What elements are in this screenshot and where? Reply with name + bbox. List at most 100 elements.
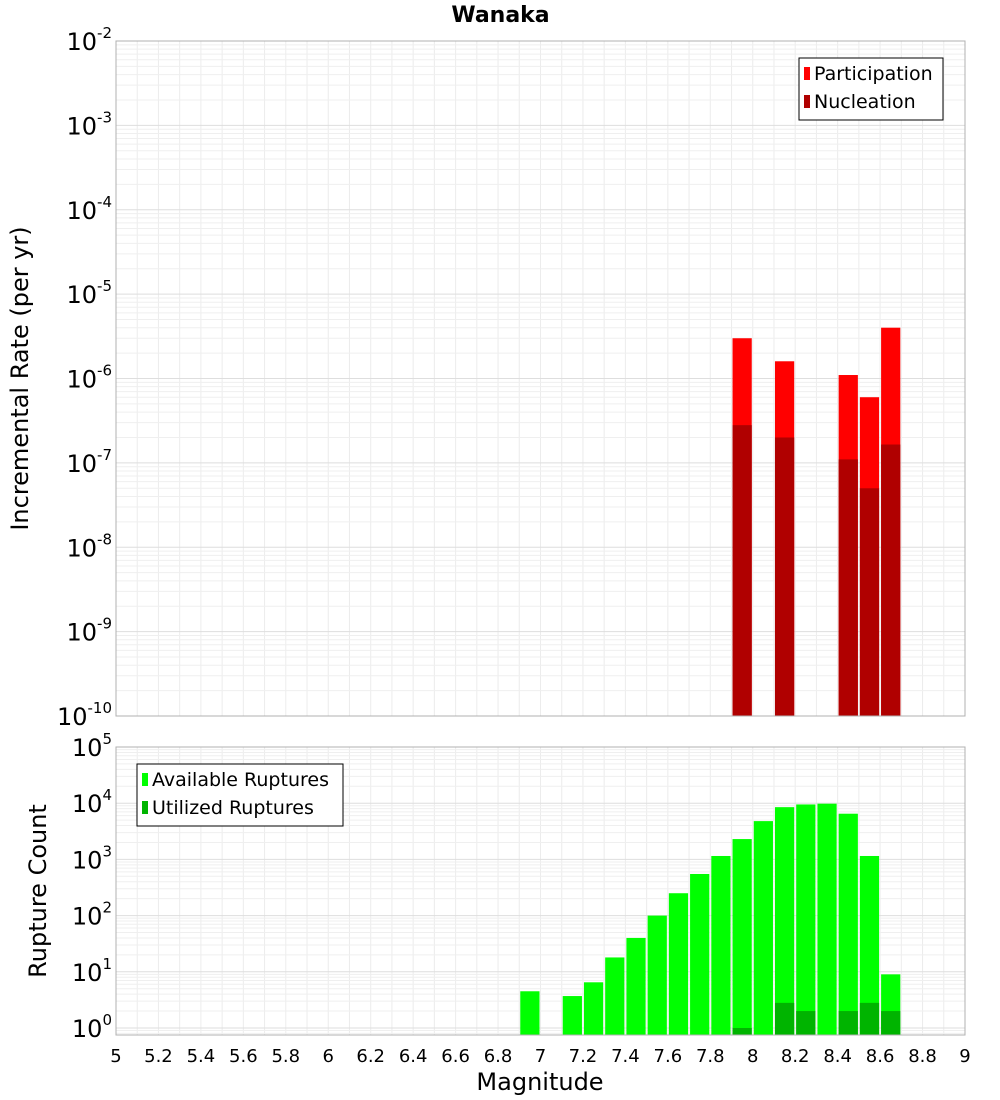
- y-tick-label: 10-7: [66, 446, 112, 478]
- y-tick-exponent: -2: [97, 24, 112, 42]
- y-tick-exponent: 5: [102, 730, 112, 748]
- legend-box: [798, 57, 944, 121]
- x-tick-label: 6.4: [399, 1046, 428, 1067]
- x-tick-label: 6: [323, 1046, 334, 1067]
- bar-count-series-0: [732, 839, 752, 1035]
- legend-swatch: [142, 801, 148, 814]
- x-tick-label: 7.6: [654, 1046, 683, 1067]
- bar-count-series-1: [859, 1002, 880, 1035]
- y-tick-base: 10: [57, 703, 88, 731]
- bar-count-series-0: [859, 855, 880, 1035]
- bar-count-series-1: [881, 1011, 901, 1035]
- y-tick-exponent: -10: [88, 699, 113, 717]
- bar-count-series-0: [520, 991, 540, 1035]
- legend-label: Available Ruptures: [152, 769, 329, 791]
- bar-count-series-0: [838, 813, 858, 1035]
- y-tick-exponent: -7: [97, 446, 112, 464]
- y-tick-exponent: 3: [102, 842, 112, 860]
- bar-count-series-0: [774, 807, 795, 1035]
- x-tick-label: 6.2: [356, 1046, 385, 1067]
- y-tick-label: 10-2: [66, 24, 112, 56]
- y-tick-exponent: -5: [97, 277, 112, 295]
- bar-rate-series-1: [838, 459, 858, 716]
- y-tick-exponent: -4: [97, 193, 112, 211]
- x-tick-label: 7.4: [611, 1046, 640, 1067]
- legend-swatch: [804, 67, 810, 80]
- legend-label: Nucleation: [814, 91, 916, 113]
- x-tick-label: 5: [110, 1046, 121, 1067]
- x-tick-label: 8.6: [866, 1046, 895, 1067]
- x-tick-label: 5.2: [144, 1046, 173, 1067]
- y-tick-exponent: 4: [102, 786, 112, 804]
- x-tick-label: 5.6: [229, 1046, 258, 1067]
- y-tick-label: 100: [72, 1011, 112, 1043]
- bar-count-series-1: [732, 1027, 752, 1035]
- bar-count-series-1: [796, 1011, 816, 1035]
- chart-title: Wanaka: [451, 3, 549, 28]
- y-tick-base: 10: [72, 903, 103, 931]
- bar-count-series-1: [774, 1002, 795, 1035]
- bar-count-series-0: [562, 996, 582, 1035]
- bar-count-series-0: [690, 873, 710, 1035]
- y-tick-label: 103: [72, 842, 112, 874]
- y-tick-label: 104: [72, 786, 112, 818]
- bar-count-series-0: [583, 982, 604, 1035]
- bar-count-series-0: [626, 937, 646, 1035]
- y-tick-base: 10: [72, 846, 103, 874]
- x-tick-label: 5.8: [271, 1046, 300, 1067]
- bar-count-series-0: [668, 893, 689, 1035]
- bar-count-series-0: [817, 803, 837, 1035]
- y-tick-base: 10: [66, 197, 97, 225]
- y-tick-base: 10: [66, 534, 97, 562]
- bar-count-series-0: [753, 821, 773, 1035]
- bar-count-series-0: [711, 855, 731, 1035]
- x-tick-label: 7.2: [569, 1046, 598, 1067]
- x-tick-label: 7.8: [696, 1046, 725, 1067]
- bar-count-series-0: [647, 915, 667, 1035]
- y-tick-exponent: -8: [97, 530, 112, 548]
- y-axis-label: Incremental Rate (per yr): [6, 226, 34, 530]
- y-tick-base: 10: [66, 619, 97, 647]
- y-tick-exponent: 0: [102, 1011, 112, 1029]
- bar-rate-series-1: [881, 444, 901, 716]
- y-tick-label: 10-6: [66, 362, 112, 394]
- bar-rate-series-1: [859, 488, 880, 716]
- y-tick-exponent: -3: [97, 108, 112, 126]
- legend-swatch: [804, 95, 810, 108]
- x-tick-label: 8.8: [908, 1046, 937, 1067]
- bar-count-series-0: [796, 804, 816, 1035]
- y-tick-label: 10-4: [66, 193, 112, 225]
- y-tick-label: 105: [72, 730, 112, 762]
- y-tick-exponent: 2: [102, 899, 112, 917]
- plot-border: [115, 40, 966, 717]
- x-tick-label: 5.4: [187, 1046, 216, 1067]
- x-tick-label: 7: [535, 1046, 546, 1067]
- y-tick-label: 10-10: [57, 699, 112, 731]
- x-tick-label: 8.4: [823, 1046, 852, 1067]
- x-tick-label: 8: [747, 1046, 758, 1067]
- y-tick-base: 10: [66, 366, 97, 394]
- bar-rate-series-1: [774, 437, 795, 716]
- bar-rate-series-1: [732, 425, 752, 716]
- y-axis-label: Rupture Count: [24, 804, 52, 978]
- x-tick-label: 6.6: [441, 1046, 470, 1067]
- y-tick-label: 10-8: [66, 530, 112, 562]
- y-tick-label: 10-5: [66, 277, 112, 309]
- legend-box: [136, 763, 344, 827]
- y-tick-base: 10: [72, 790, 103, 818]
- plot-border: [115, 746, 966, 1036]
- y-tick-exponent: 1: [102, 955, 112, 973]
- y-tick-base: 10: [66, 450, 97, 478]
- y-tick-base: 10: [66, 112, 97, 140]
- y-tick-base: 10: [66, 28, 97, 56]
- y-tick-base: 10: [72, 959, 103, 987]
- x-tick-label: 9: [959, 1046, 970, 1067]
- bar-count-series-1: [838, 1011, 858, 1035]
- y-tick-base: 10: [66, 281, 97, 309]
- legend-label: Utilized Ruptures: [152, 797, 314, 819]
- y-tick-label: 10-3: [66, 108, 112, 140]
- x-tick-label: 8.2: [781, 1046, 810, 1067]
- y-tick-label: 10-9: [66, 615, 112, 647]
